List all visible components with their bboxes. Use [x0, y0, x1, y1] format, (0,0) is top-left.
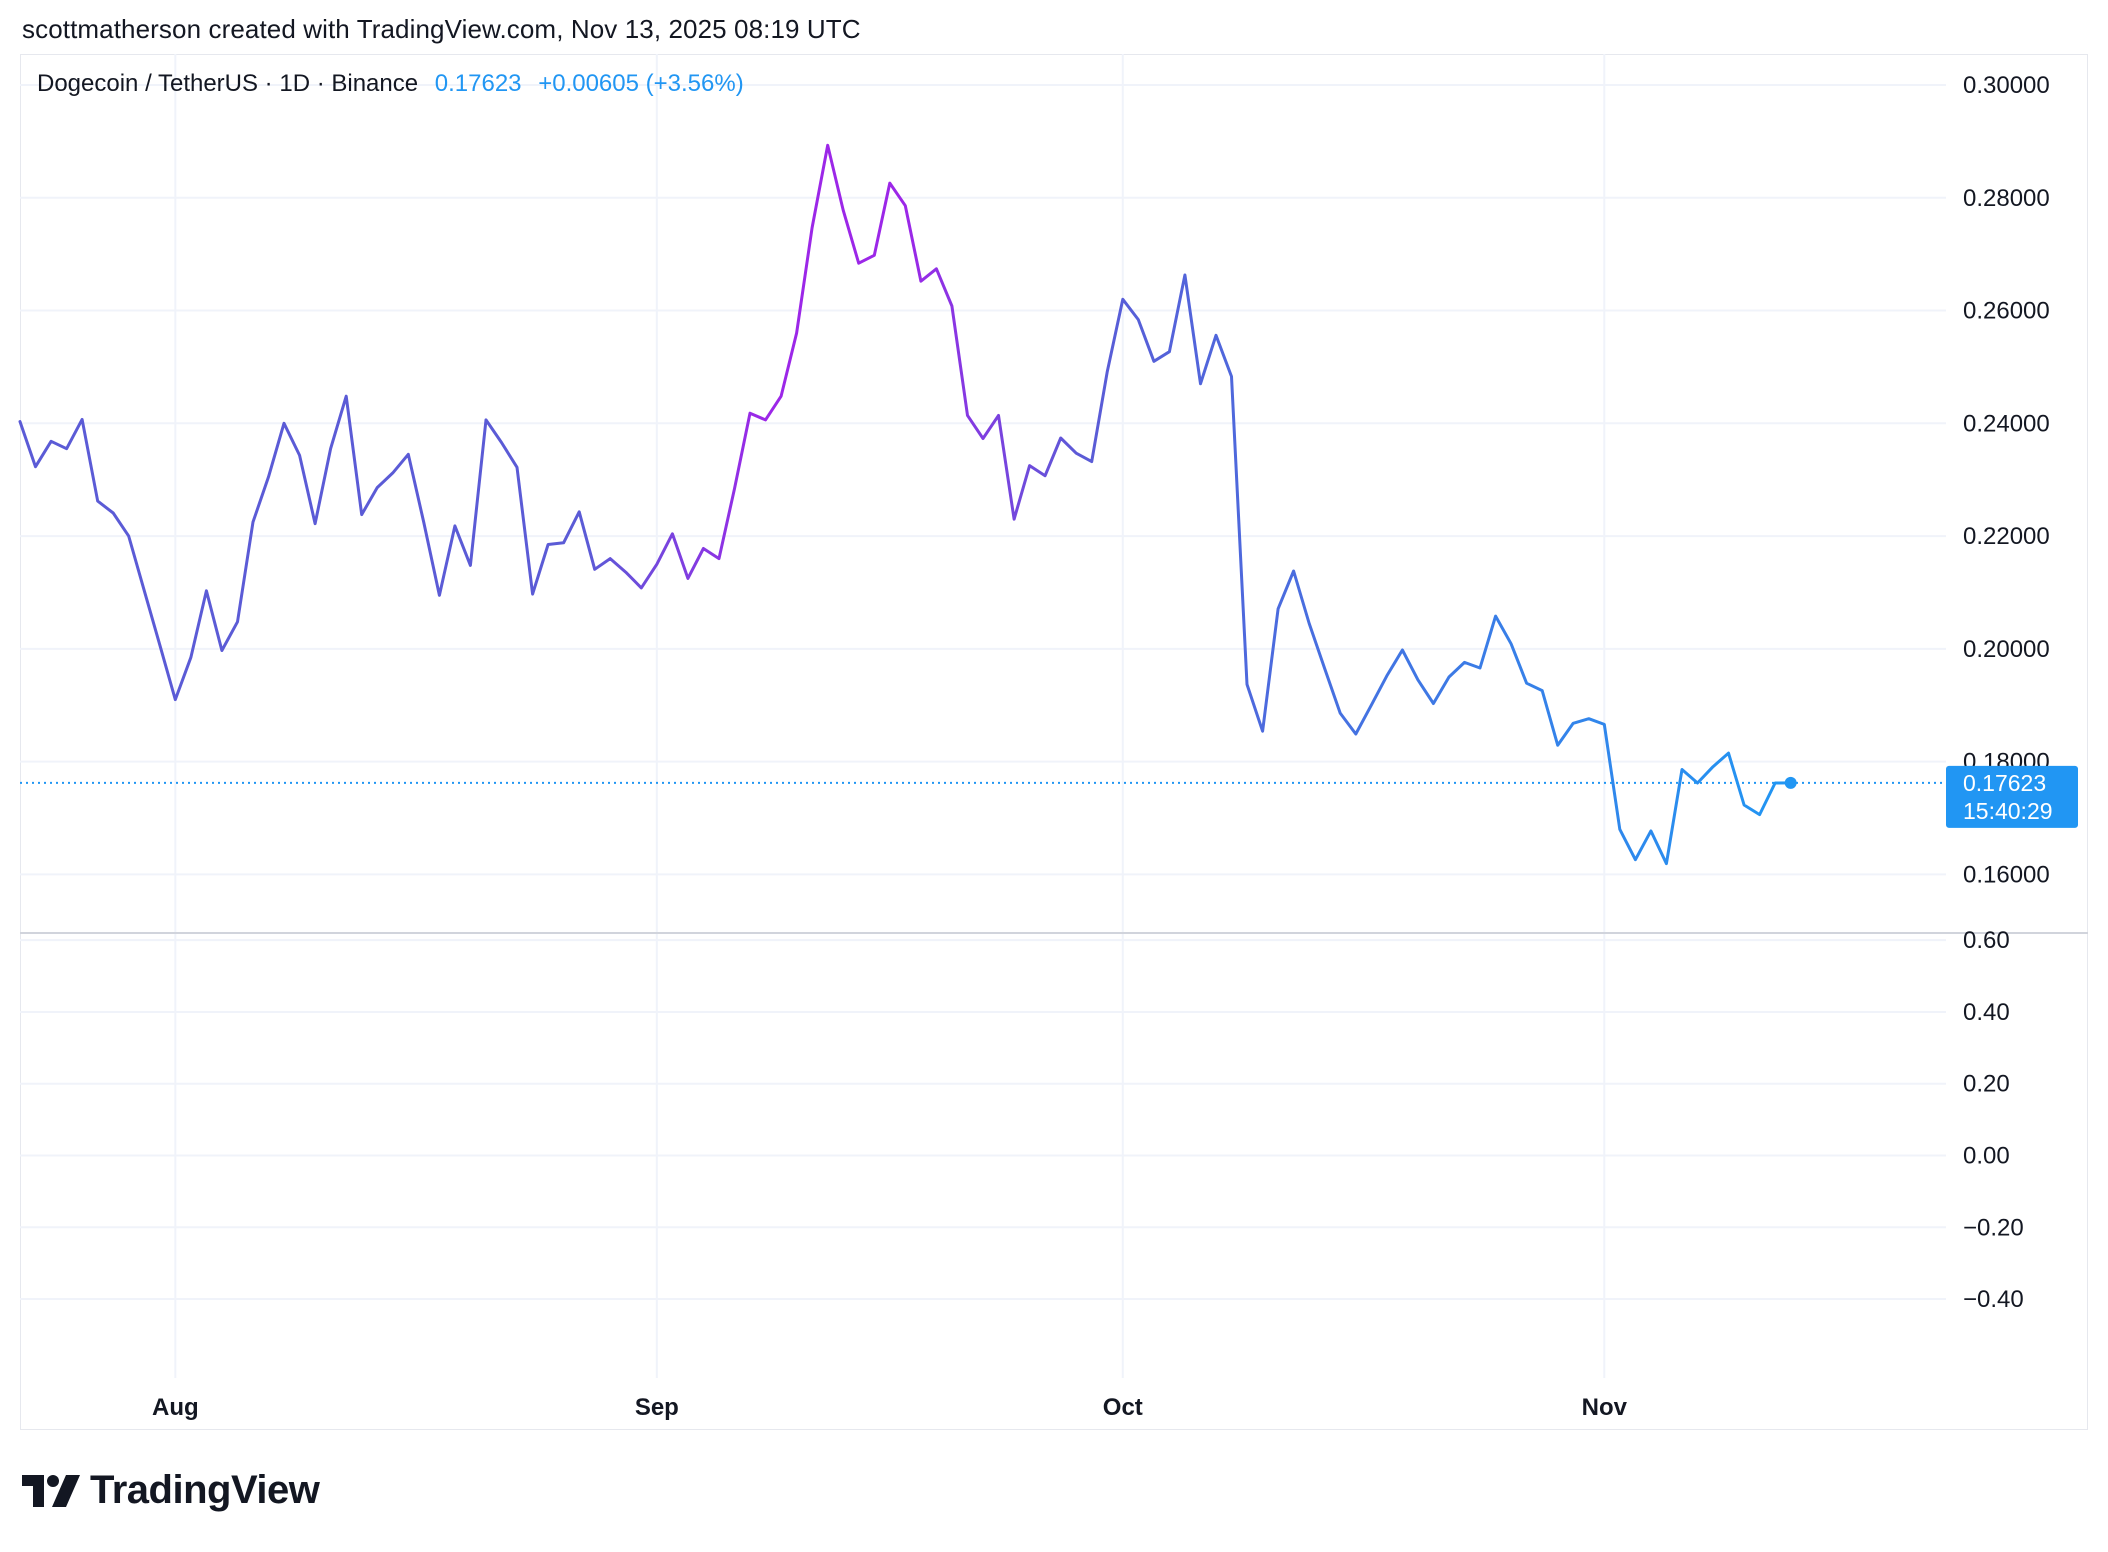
lower-tick-label: 0.60	[1963, 927, 2010, 954]
time-tick-label: Oct	[1103, 1394, 1143, 1421]
countdown-timer: 15:40:29	[1963, 798, 2053, 824]
chart-frame	[20, 54, 2088, 1430]
symbol-name[interactable]: Dogecoin / TetherUS · 1D · Binance	[37, 70, 419, 97]
price-tick-label: 0.16000	[1963, 861, 2050, 888]
last-price-badge: 0.17623 15:40:29	[1946, 765, 2078, 828]
price-tick-label: 0.26000	[1963, 298, 2050, 325]
tradingview-brand[interactable]: TradingView	[22, 1468, 320, 1513]
time-tick-label: Nov	[1582, 1394, 1628, 1421]
lower-tick-label: 0.20	[1963, 1071, 2010, 1098]
legend-last-value: 0.17623	[434, 70, 522, 97]
price-tick-label: 0.22000	[1963, 523, 2050, 550]
last-price-badge-bg	[1946, 765, 2078, 828]
brand-name: TradingView	[90, 1468, 320, 1512]
price-tick-label: 0.30000	[1963, 72, 2050, 99]
grid-lines	[20, 54, 1946, 1378]
series-layer	[18, 143, 1946, 866]
last-price-value: 0.17623	[1963, 770, 2046, 796]
lower-pane-axis: 0.60 0.40 0.20 0.00 −0.20 −0.40	[1963, 927, 2024, 1313]
price-tick-label: 0.28000	[1963, 185, 2050, 212]
lower-tick-label: −0.40	[1963, 1286, 2024, 1313]
price-tick-label: 0.24000	[1963, 410, 2050, 437]
time-tick-label: Aug	[152, 1394, 199, 1421]
created-by-text: scottmatherson created with TradingView.…	[22, 14, 861, 44]
legend-change: +0.00605 (+3.56%)	[538, 70, 744, 97]
time-axis: Aug Sep Oct Nov	[152, 1394, 1628, 1421]
time-tick-label: Sep	[635, 1394, 679, 1421]
last-price-marker	[1784, 776, 1797, 789]
lower-tick-label: 0.40	[1963, 999, 2010, 1026]
lower-tick-label: 0.00	[1963, 1143, 2010, 1170]
price-axis: 0.160000.180000.200000.220000.240000.260…	[1963, 72, 2050, 888]
price-line	[18, 143, 1793, 866]
lower-tick-label: −0.20	[1963, 1214, 2024, 1241]
tradingview-logo-icon	[22, 1474, 80, 1507]
price-tick-label: 0.20000	[1963, 636, 2050, 663]
symbol-legend[interactable]: Dogecoin / TetherUS · 1D · Binance 0.176…	[37, 70, 744, 98]
